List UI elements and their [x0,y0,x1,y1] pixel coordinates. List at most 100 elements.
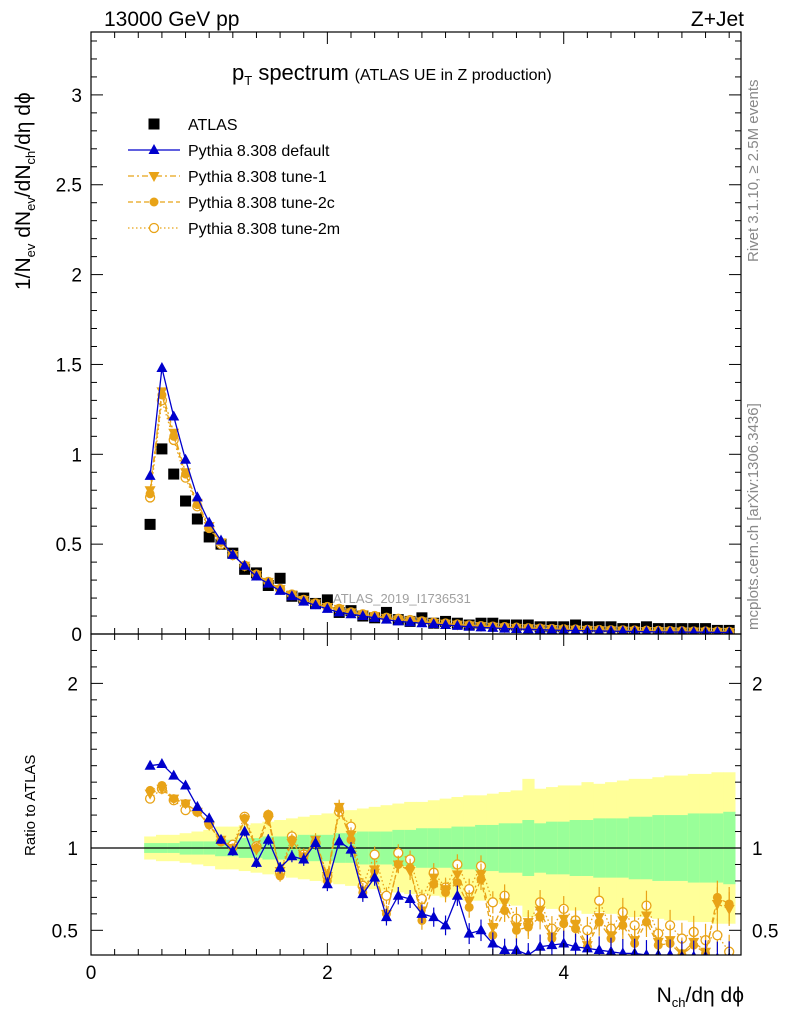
series-marker-main [369,611,381,622]
series-marker-ratio [487,897,498,908]
xlabel-sub: ch [671,995,686,1011]
legend-marker [148,144,160,154]
series-marker-ratio [286,839,298,850]
series-marker-ratio [440,919,452,930]
x-tick-label: 4 [558,963,569,984]
y-tick-label-main: 0 [71,625,82,646]
y-tick-label-ratio: 2 [67,674,78,695]
title-rest: spectrum [252,60,349,85]
legend-label: Pythia 8.308 default [188,143,330,160]
series-marker-main [274,584,286,595]
series-marker-ratio [522,918,534,929]
series-marker-ratio [180,779,192,790]
series-marker-ratio [440,885,452,896]
series-marker-main [298,595,310,606]
ratio-series-layer [144,758,735,955]
series-marker-ratio [570,940,582,951]
x-tick-label: 0 [86,963,97,984]
series-marker-ratio [274,861,286,872]
series-marker-ratio [546,939,558,950]
y-axis-label-ratio: Ratio to ATLAS [22,754,39,856]
series-marker-ratio [321,878,333,889]
series-marker-main [641,625,652,634]
y-tick-label-main: 0.5 [56,535,82,556]
ylabel-sub: ev [23,243,39,258]
series-marker-main [144,486,156,497]
analysis-watermark: ATLAS_2019_I1736531 [333,591,471,606]
series-marker-ratio [286,850,298,861]
series-marker-ratio [156,758,168,769]
series-marker-main [286,590,298,601]
series-marker-ratio [262,816,274,827]
series-marker-main [522,623,534,634]
series-marker-main [168,428,180,439]
series-marker-ratio [168,794,180,805]
series-marker-main [215,534,227,545]
series-marker-ratio [711,899,723,910]
series-marker-main [180,453,192,464]
ratio-band-layer [91,772,741,924]
legend-marker [148,222,160,234]
y-tick-label-main: 2 [71,266,82,287]
series-marker-main [345,608,357,619]
series-marker-ratio [392,889,404,900]
series-marker-ratio [570,919,582,930]
series-marker-ratio [168,769,180,780]
series-marker-ratio [712,930,723,941]
title-extra: (ATLAS UE in Z production) [354,67,552,84]
legend-label: Pythia 8.308 tune-1 [188,169,327,186]
series-marker-main [499,622,511,633]
series-marker-main [416,617,428,628]
series-marker-ratio [191,800,203,811]
series-marker-ratio [593,944,605,955]
series-marker-main [428,618,440,629]
series-marker-main [594,624,605,634]
series-marker-ratio [534,906,546,917]
ylabel-part: 1/N [12,257,35,290]
series-marker-main [546,624,558,634]
series-marker-ratio [357,888,369,899]
series-marker-main [168,410,180,421]
series-marker-ratio [463,896,475,907]
series-marker-ratio [643,949,650,955]
series-marker-ratio [691,950,697,955]
series-marker-main [310,599,322,610]
series-marker-ratio [144,789,156,800]
series-marker-main [380,613,392,624]
series-marker-ratio [558,914,570,925]
series-marker-ratio [369,871,381,882]
series-marker-ratio [715,952,719,955]
series-marker-ratio [617,916,629,927]
series-marker-main [689,626,699,634]
atlas-data-point [321,594,333,606]
legend-label: ATLAS [188,117,238,134]
series-marker-ratio [723,904,735,915]
y-tick-label-ratio-right: 2 [752,674,763,695]
series-marker-ratio [618,947,628,955]
series-marker-main [475,621,487,632]
title-p: p [232,60,245,85]
series-marker-ratio [333,835,345,846]
series-marker-ratio [345,830,357,841]
series-marker-ratio [333,802,345,813]
series-marker-ratio [180,799,192,810]
ylabel-sub: ev [23,197,39,211]
legend-label: Pythia 8.308 tune-2c [188,195,335,212]
atlas-data-point [203,531,215,543]
y-tick-label-main: 3 [71,86,82,107]
ylabel-part: /dN [12,164,35,198]
y-tick-label-ratio-right: 0.5 [752,921,778,942]
series-marker-ratio [475,924,487,935]
series-marker-ratio [593,913,605,924]
ratio-frame [90,633,742,956]
series-marker-main [262,577,274,588]
series-marker-main [665,626,675,634]
series-marker-ratio [239,825,251,836]
series-marker-main [321,602,333,613]
series-marker-main [144,469,156,480]
series-marker-main [618,625,628,634]
y-tick-label-main: 2.5 [56,176,82,197]
ylabel-part: dN [12,210,35,244]
axis-ticks: 0 2 4 0 0.5 1 1.5 2 2.5 3 0.5 0.5 1 1 2 2 [52,32,778,984]
y-tick-label-main: 1 [71,445,82,466]
